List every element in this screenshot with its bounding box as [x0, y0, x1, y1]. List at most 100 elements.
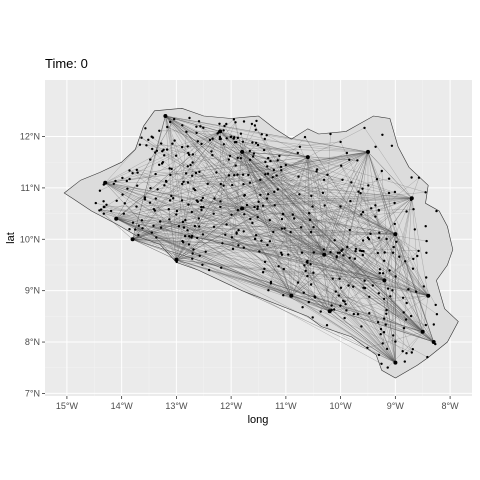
- network-hub-node: [382, 278, 387, 283]
- network-node: [211, 137, 214, 140]
- network-node: [383, 317, 386, 320]
- network-node: [159, 220, 162, 223]
- network-node: [276, 188, 279, 191]
- network-hub-node: [174, 257, 179, 262]
- network-node: [291, 213, 294, 216]
- network-node: [207, 268, 211, 272]
- network-edge: [176, 259, 423, 332]
- network-node: [424, 225, 427, 228]
- network-node: [138, 143, 142, 146]
- network-node: [210, 150, 213, 153]
- network-node: [371, 284, 374, 287]
- network-node: [405, 301, 408, 305]
- network-edge: [176, 259, 330, 312]
- network-node: [395, 240, 398, 243]
- network-node: [153, 209, 157, 212]
- network-edge: [217, 133, 325, 255]
- network-edge: [282, 213, 396, 363]
- network-node: [253, 237, 257, 241]
- network-node: [363, 126, 366, 130]
- network-edge: [132, 211, 407, 240]
- network-node: [200, 142, 203, 146]
- network-node: [411, 348, 414, 351]
- network-edge: [165, 115, 262, 135]
- network-edge: [337, 198, 412, 253]
- network-node: [225, 122, 228, 126]
- network-hub-node: [130, 237, 135, 242]
- network-node: [368, 312, 371, 315]
- network-node: [196, 236, 199, 240]
- network-node: [215, 171, 218, 174]
- network-edge: [154, 198, 412, 211]
- network-node: [201, 263, 204, 266]
- network-nodes: [94, 114, 439, 369]
- network-edge: [381, 170, 396, 363]
- network-edge: [105, 182, 284, 296]
- network-node: [237, 229, 240, 232]
- network-edge: [324, 206, 341, 255]
- network-edge: [165, 115, 414, 269]
- network-node: [310, 194, 313, 198]
- network-edge: [233, 119, 243, 152]
- network-node: [347, 284, 350, 287]
- network-node: [173, 117, 176, 121]
- network-node: [384, 323, 387, 326]
- network-node: [265, 197, 269, 200]
- network-node: [305, 260, 308, 264]
- network-edge: [291, 227, 302, 296]
- network-node: [334, 290, 337, 293]
- network-node: [158, 163, 161, 166]
- network-node: [345, 151, 349, 155]
- x-tick-label: 15°W: [56, 401, 79, 411]
- network-edge: [160, 221, 385, 281]
- network-edge: [116, 189, 278, 219]
- network-node: [377, 292, 380, 295]
- network-node: [279, 165, 283, 169]
- network-node: [198, 254, 201, 257]
- network-edge: [132, 237, 192, 240]
- network-node: [303, 264, 306, 267]
- network-edge: [411, 198, 423, 332]
- network-node: [222, 143, 225, 146]
- network-node: [385, 308, 388, 312]
- network-hub-node: [103, 180, 108, 185]
- network-node: [231, 247, 235, 251]
- network-edge: [260, 194, 429, 296]
- network-node: [382, 297, 386, 301]
- network-node: [230, 236, 234, 239]
- network-node: [251, 141, 254, 144]
- network-node: [193, 224, 197, 228]
- network-node: [280, 227, 284, 230]
- network-node: [284, 163, 287, 167]
- network-node: [392, 245, 395, 249]
- network-node: [181, 220, 185, 224]
- network-node: [342, 299, 345, 302]
- network-edge: [202, 151, 369, 265]
- network-node: [181, 124, 184, 127]
- network-node: [359, 192, 362, 195]
- network-edge: [188, 154, 292, 296]
- network-node: [262, 148, 266, 152]
- network-node: [137, 233, 140, 237]
- network-node: [304, 269, 307, 273]
- network-hub-node: [114, 216, 119, 221]
- network-edge: [194, 225, 330, 312]
- network-node: [260, 239, 263, 242]
- network-edge: [234, 137, 308, 158]
- network-node: [330, 304, 333, 307]
- network-node: [377, 209, 381, 212]
- network-node: [160, 142, 163, 145]
- network-node: [144, 127, 147, 130]
- network-node: [225, 223, 228, 226]
- network-edge: [135, 229, 434, 343]
- network-edge: [185, 173, 292, 296]
- network-node: [94, 201, 98, 205]
- network-node: [417, 249, 420, 253]
- network-node: [245, 203, 249, 207]
- network-node: [374, 145, 377, 148]
- network-edge: [307, 157, 342, 288]
- network-node: [361, 187, 364, 190]
- network-node: [259, 193, 262, 196]
- network-node: [338, 251, 341, 254]
- network-node: [296, 151, 299, 155]
